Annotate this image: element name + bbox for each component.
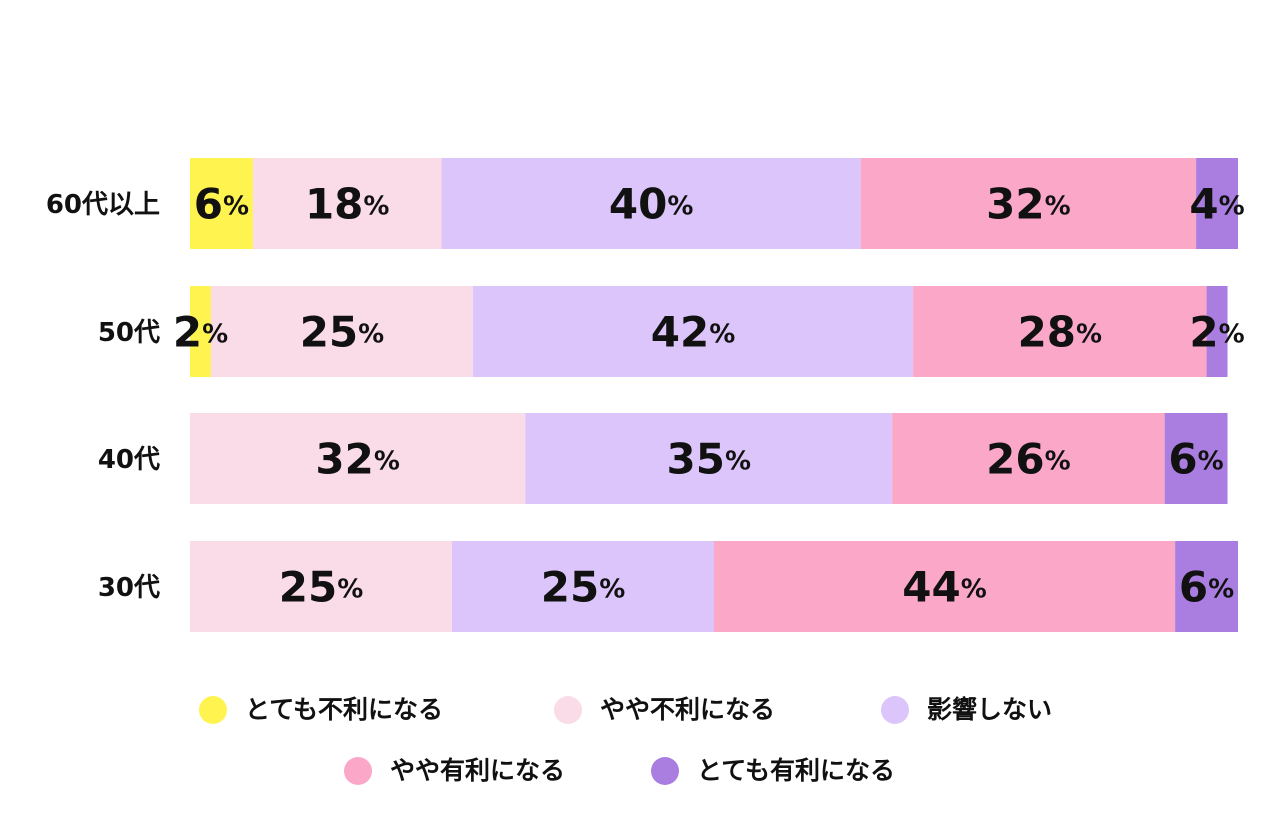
value-label: 18% [305,179,390,228]
category-label: 40代 [98,445,160,475]
bar-segment [190,286,211,377]
bar-segment [472,286,914,377]
legend-label: とても有利になる [697,756,895,785]
bar-segment [1206,286,1228,377]
bar-segment [1175,541,1238,632]
value-label: 32% [986,179,1071,228]
bar-segment [190,541,452,632]
bar-segment [190,413,526,504]
bar-segment [252,158,442,249]
legend-label: とても不利になる [245,695,443,724]
value-label: 28% [1018,307,1103,356]
value-label: 44% [902,562,987,611]
category-label: 50代 [98,318,160,348]
legend-label: 影響しない [927,695,1052,724]
bar-segment [714,541,1176,632]
bar-segment [913,286,1207,377]
legend-swatch [199,696,227,724]
bar-segment [441,158,861,249]
value-label: 40% [609,179,694,228]
bar-segment [1164,413,1228,504]
legend-label: やや不利になる [600,695,775,724]
legend-swatch [881,696,909,724]
bar-segment [892,413,1165,504]
category-label: 30代 [98,573,160,603]
bar-segment [525,413,893,504]
bar-segment [860,158,1197,249]
value-label: 6% [1168,434,1223,483]
value-label: 4% [1189,179,1244,228]
value-label: 25% [541,562,626,611]
bar-segment [210,286,473,377]
category-label: 60代以上 [46,190,160,220]
bar-segment [1196,158,1238,249]
value-label: 32% [315,434,400,483]
value-label: 6% [1179,562,1234,611]
value-label: 2% [173,307,228,356]
value-label: 6% [194,179,249,228]
value-label: 25% [279,562,364,611]
legend-swatch [554,696,582,724]
value-label: 25% [300,307,385,356]
value-label: 26% [986,434,1071,483]
legend-swatch [344,757,372,785]
value-label: 35% [667,434,752,483]
bar-segment [452,541,714,632]
legend-label: やや有利になる [390,756,565,785]
bar-segment [190,158,253,249]
value-label: 42% [651,307,736,356]
legend-swatch [651,757,679,785]
value-label: 2% [1189,307,1244,356]
